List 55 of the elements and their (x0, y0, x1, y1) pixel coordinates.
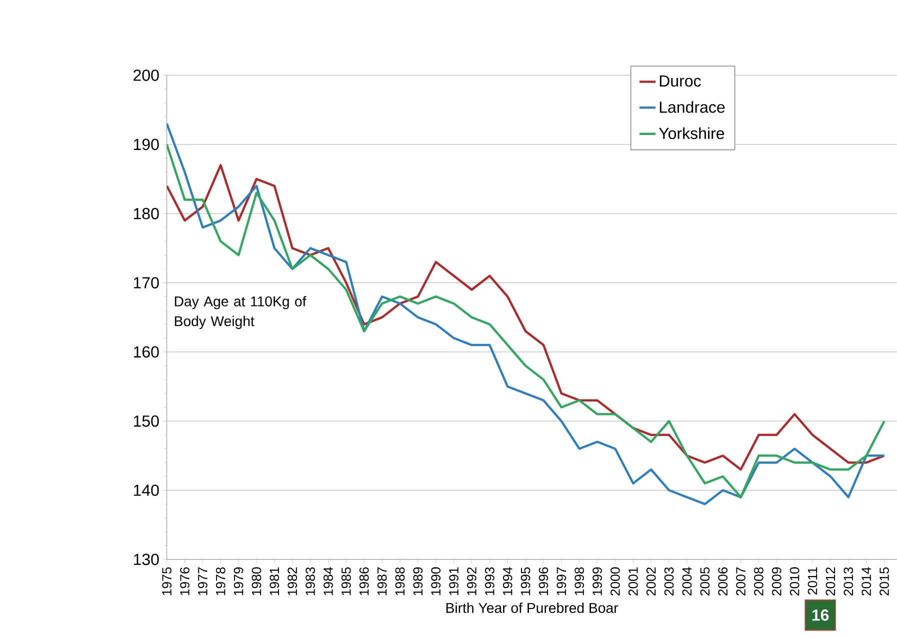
x-tick-label: 1999 (592, 567, 602, 595)
y-tick-label: 180 (134, 208, 159, 220)
x-tick-label: 1993 (484, 567, 494, 595)
legend-label: Landrace (660, 100, 725, 113)
x-tick-label: 1980 (252, 567, 262, 595)
y-tick-label: 190 (134, 138, 159, 150)
x-tick-label: 1985 (341, 567, 351, 595)
x-tick-label: 1976 (180, 567, 190, 595)
x-tick-label: 2009 (772, 567, 782, 596)
x-tick-label: 2006 (718, 567, 728, 596)
x-tick-label: 1987 (377, 567, 387, 595)
x-tick-label: 1998 (574, 567, 584, 595)
x-axis-title: Birth Year of Purebred Boar (446, 602, 618, 613)
x-tick-label: 1995 (520, 567, 530, 595)
y-tick-label: 160 (134, 346, 159, 358)
x-tick-label: 1978 (216, 567, 226, 595)
x-tick-label: 2013 (844, 567, 854, 596)
x-tick-label: 2001 (628, 567, 638, 596)
x-tick-label: 2008 (754, 567, 764, 596)
x-tick-label: 1988 (395, 567, 405, 595)
x-tick-label: 2002 (646, 567, 656, 596)
x-tick-label: 2010 (790, 567, 800, 596)
text: 16 (812, 609, 829, 621)
y-axis-title: Day Age at 110Kg of Body Weight (174, 296, 306, 329)
x-tick-label: 1994 (502, 567, 512, 595)
x-tick-label: 1983 (306, 567, 315, 595)
x-tick-label: 1977 (198, 567, 208, 595)
x-tick-label: 1990 (431, 567, 441, 595)
x-tick-label: 1986 (359, 567, 369, 595)
x-tick-label: 2011 (808, 567, 818, 594)
y-tick-label: 170 (134, 276, 159, 288)
x-tick-label: 2005 (700, 567, 710, 596)
y-tick-label: 140 (134, 484, 159, 496)
x-tick-label: 1997 (556, 567, 566, 595)
x-tick-label: 2015 (880, 567, 889, 596)
x-tick-label: 2003 (664, 567, 674, 596)
x-tick-label: 2007 (736, 567, 746, 596)
x-tick-label: 2014 (862, 567, 871, 596)
y-tick-label: 150 (134, 415, 159, 427)
x-tick-label: 1975 (162, 567, 172, 595)
x-tick-label: 1996 (538, 567, 548, 595)
y-tick-label: 130 (134, 554, 159, 565)
x-tick-label: 1982 (288, 567, 298, 595)
x-tick-label: 1981 (270, 567, 280, 595)
x-tick-label: 2012 (826, 567, 836, 596)
x-tick-label: 1992 (467, 567, 476, 595)
legend-label: Yorkshire (658, 127, 724, 139)
x-tick-label: 1991 (449, 567, 458, 595)
x-tick-label: 1979 (234, 567, 244, 595)
x-tick-label: 2004 (682, 567, 692, 596)
x-tick-label: 1989 (413, 567, 423, 595)
x-tick-label: 2000 (610, 567, 620, 596)
legend-label: Duroc (660, 75, 701, 87)
x-tick-label: 1984 (324, 567, 333, 595)
y-tick-label: 200 (134, 69, 159, 81)
